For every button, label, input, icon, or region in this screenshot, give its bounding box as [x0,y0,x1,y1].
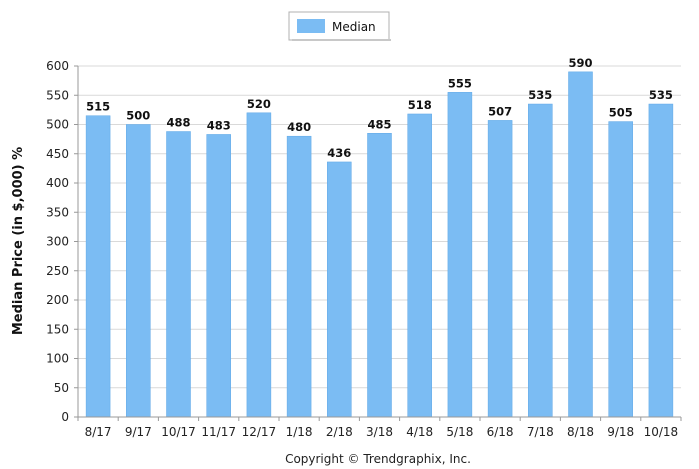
legend: Median [288,11,391,41]
data-label: 515 [86,100,110,114]
data-label: 505 [609,106,633,120]
y-tick-label: 50 [54,381,69,395]
bar [206,134,231,418]
x-tick-label: 9/17 [125,425,152,439]
x-tick-labels: 8/17 9/17 10/17 11/17 12/17 1/18 2/18 3/18 4/18 5… [77,417,682,439]
x-tick-label: 2/18 [326,425,353,439]
x-tick-label: 12/17 [242,425,277,439]
data-label: 555 [448,76,472,90]
data-label: 480 [287,120,311,134]
y-tick-labels: 0 50 100 150 200 250 300 350 400 450 500 550 600 [46,59,78,424]
x-tick-label: 1/18 [286,425,313,439]
bar [407,113,432,418]
bar [487,120,513,418]
y-tick-label: 150 [46,322,69,336]
data-label: 488 [166,116,190,130]
data-label: 535 [528,88,552,102]
y-tick-label: 300 [46,235,69,249]
x-tick-label: 11/17 [201,425,236,439]
data-label: 483 [207,118,231,132]
legend-shadow [292,39,391,41]
bar [447,92,473,418]
y-tick-label: 200 [46,293,69,307]
x-tick-label: 6/18 [487,425,514,439]
x-tick-label: 8/18 [567,425,594,439]
x-tick-label: 10/17 [161,425,196,439]
bar [568,71,593,418]
y-tick-label: 350 [46,205,69,219]
copyright-text: Copyright © Trendgraphix, Inc. [285,452,471,466]
bar [85,115,111,418]
data-label: 590 [568,56,592,70]
bar [166,131,191,418]
bar [528,103,553,418]
x-tick-label: 10/18 [644,425,679,439]
bar [327,161,352,418]
data-label: 535 [649,88,673,102]
x-tick-label: 3/18 [366,425,393,439]
y-tick-label: 500 [46,118,69,132]
y-tick-label: 550 [46,88,69,102]
y-tick-label: 100 [46,352,69,366]
y-tick-label: 600 [46,59,69,73]
bars [85,71,674,418]
y-tick-label: 450 [46,147,69,161]
bar [367,133,392,418]
x-tick-label: 4/18 [406,425,433,439]
data-label: 520 [247,97,271,111]
data-label: 507 [488,104,512,118]
y-tick-label: 400 [46,176,69,190]
y-axis-title: Median Price (in $,000) % [11,147,26,335]
bar [608,121,633,418]
bar [246,112,272,418]
legend-label-median: Median [332,20,376,34]
data-label: 500 [126,109,150,123]
data-label: 485 [367,117,391,131]
y-tick-label: 250 [46,264,69,278]
bar [286,135,312,418]
y-tick-label: 0 [61,410,69,424]
bar [648,103,674,418]
x-tick-label: 9/18 [607,425,634,439]
bar [126,124,151,418]
data-label: 518 [408,98,432,112]
x-tick-label: 5/18 [446,425,473,439]
x-tick-label: 7/18 [527,425,554,439]
x-tick-label: 8/17 [85,425,112,439]
data-label: 436 [327,146,351,160]
legend-swatch [297,19,325,33]
data-labels: 515 500 488 483 520 480 436 485 518 555 507 535 590 5… [86,56,673,160]
